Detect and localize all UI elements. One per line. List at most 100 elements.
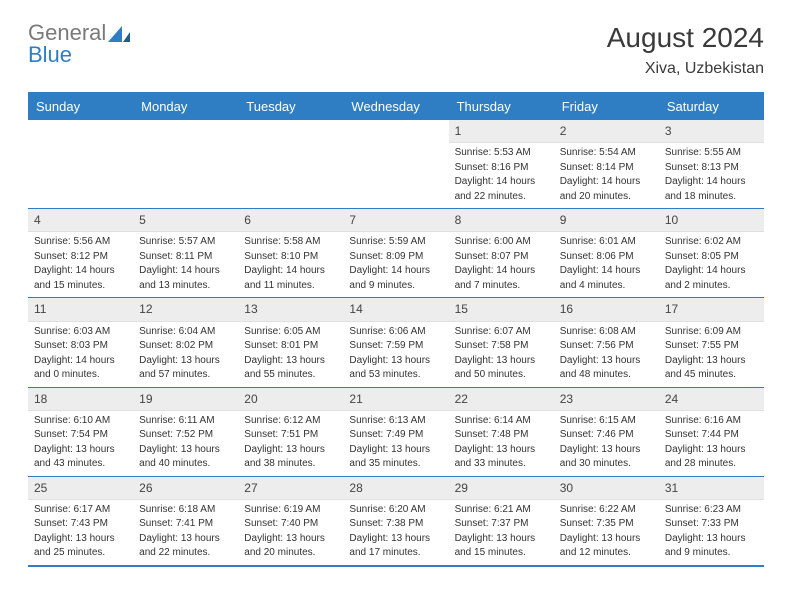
- day-info: Sunrise: 6:22 AMSunset: 7:35 PMDaylight:…: [554, 500, 659, 565]
- day-cell: 19Sunrise: 6:11 AMSunset: 7:52 PMDayligh…: [133, 388, 238, 476]
- daylight2-text: and 22 minutes.: [455, 190, 548, 204]
- day-info: Sunrise: 6:16 AMSunset: 7:44 PMDaylight:…: [659, 411, 764, 476]
- day-cell: 30Sunrise: 6:22 AMSunset: 7:35 PMDayligh…: [554, 477, 659, 565]
- day-number: 10: [659, 209, 764, 232]
- day-number: 14: [343, 298, 448, 321]
- day-number: 16: [554, 298, 659, 321]
- daylight2-text: and 4 minutes.: [560, 279, 653, 293]
- day-number: 27: [238, 477, 343, 500]
- sunset-text: Sunset: 7:59 PM: [349, 339, 442, 353]
- weekday-header: Saturday: [659, 94, 764, 120]
- day-number: 13: [238, 298, 343, 321]
- day-number: 3: [659, 120, 764, 143]
- daylight1-text: Daylight: 13 hours: [244, 443, 337, 457]
- sunset-text: Sunset: 7:43 PM: [34, 517, 127, 531]
- day-info: Sunrise: 6:18 AMSunset: 7:41 PMDaylight:…: [133, 500, 238, 565]
- day-cell: 27Sunrise: 6:19 AMSunset: 7:40 PMDayligh…: [238, 477, 343, 565]
- sunrise-text: Sunrise: 6:00 AM: [455, 235, 548, 249]
- daylight2-text: and 48 minutes.: [560, 368, 653, 382]
- day-info: Sunrise: 6:06 AMSunset: 7:59 PMDaylight:…: [343, 322, 448, 387]
- daylight2-text: and 9 minutes.: [349, 279, 442, 293]
- sunset-text: Sunset: 7:44 PM: [665, 428, 758, 442]
- daylight1-text: Daylight: 13 hours: [139, 443, 232, 457]
- daylight1-text: Daylight: 14 hours: [34, 354, 127, 368]
- sunset-text: Sunset: 7:55 PM: [665, 339, 758, 353]
- day-cell: 15Sunrise: 6:07 AMSunset: 7:58 PMDayligh…: [449, 298, 554, 386]
- sunrise-text: Sunrise: 6:10 AM: [34, 414, 127, 428]
- day-number: 17: [659, 298, 764, 321]
- day-info: Sunrise: 6:10 AMSunset: 7:54 PMDaylight:…: [28, 411, 133, 476]
- sunrise-text: Sunrise: 6:16 AM: [665, 414, 758, 428]
- sunset-text: Sunset: 8:10 PM: [244, 250, 337, 264]
- day-info: Sunrise: 6:21 AMSunset: 7:37 PMDaylight:…: [449, 500, 554, 565]
- sunset-text: Sunset: 7:54 PM: [34, 428, 127, 442]
- location-subtitle: Xiva, Uzbekistan: [607, 60, 764, 78]
- day-cell: 14Sunrise: 6:06 AMSunset: 7:59 PMDayligh…: [343, 298, 448, 386]
- daylight2-text: and 13 minutes.: [139, 279, 232, 293]
- sunrise-text: Sunrise: 6:05 AM: [244, 325, 337, 339]
- sunset-text: Sunset: 7:52 PM: [139, 428, 232, 442]
- day-info: Sunrise: 6:02 AMSunset: 8:05 PMDaylight:…: [659, 232, 764, 297]
- daylight1-text: Daylight: 14 hours: [244, 264, 337, 278]
- daylight1-text: Daylight: 13 hours: [34, 443, 127, 457]
- day-cell: 21Sunrise: 6:13 AMSunset: 7:49 PMDayligh…: [343, 388, 448, 476]
- day-cell: 26Sunrise: 6:18 AMSunset: 7:41 PMDayligh…: [133, 477, 238, 565]
- sunset-text: Sunset: 7:48 PM: [455, 428, 548, 442]
- day-cell: [238, 120, 343, 208]
- daylight2-text: and 33 minutes.: [455, 457, 548, 471]
- daylight2-text: and 38 minutes.: [244, 457, 337, 471]
- day-number: 1: [449, 120, 554, 143]
- day-cell: 24Sunrise: 6:16 AMSunset: 7:44 PMDayligh…: [659, 388, 764, 476]
- day-number: 6: [238, 209, 343, 232]
- day-cell: 8Sunrise: 6:00 AMSunset: 8:07 PMDaylight…: [449, 209, 554, 297]
- daylight1-text: Daylight: 14 hours: [665, 175, 758, 189]
- day-cell: 29Sunrise: 6:21 AMSunset: 7:37 PMDayligh…: [449, 477, 554, 565]
- day-cell: 23Sunrise: 6:15 AMSunset: 7:46 PMDayligh…: [554, 388, 659, 476]
- sunrise-text: Sunrise: 6:23 AM: [665, 503, 758, 517]
- day-info: Sunrise: 5:55 AMSunset: 8:13 PMDaylight:…: [659, 143, 764, 208]
- daylight2-text: and 57 minutes.: [139, 368, 232, 382]
- daylight2-text: and 43 minutes.: [34, 457, 127, 471]
- sunset-text: Sunset: 7:37 PM: [455, 517, 548, 531]
- sunset-text: Sunset: 8:01 PM: [244, 339, 337, 353]
- day-info: Sunrise: 6:01 AMSunset: 8:06 PMDaylight:…: [554, 232, 659, 297]
- daylight1-text: Daylight: 13 hours: [349, 354, 442, 368]
- sunrise-text: Sunrise: 6:02 AM: [665, 235, 758, 249]
- day-number: 7: [343, 209, 448, 232]
- calendar-page: General Blue August 2024 Xiva, Uzbekista…: [0, 0, 792, 585]
- day-cell: 31Sunrise: 6:23 AMSunset: 7:33 PMDayligh…: [659, 477, 764, 565]
- sunset-text: Sunset: 8:13 PM: [665, 161, 758, 175]
- sunrise-text: Sunrise: 6:13 AM: [349, 414, 442, 428]
- day-info: Sunrise: 5:53 AMSunset: 8:16 PMDaylight:…: [449, 143, 554, 208]
- day-info: Sunrise: 6:15 AMSunset: 7:46 PMDaylight:…: [554, 411, 659, 476]
- day-cell: 2Sunrise: 5:54 AMSunset: 8:14 PMDaylight…: [554, 120, 659, 208]
- sunrise-text: Sunrise: 6:15 AM: [560, 414, 653, 428]
- daylight2-text: and 45 minutes.: [665, 368, 758, 382]
- day-number: [238, 120, 343, 142]
- sunrise-text: Sunrise: 6:11 AM: [139, 414, 232, 428]
- sunrise-text: Sunrise: 5:56 AM: [34, 235, 127, 249]
- day-cell: 25Sunrise: 6:17 AMSunset: 7:43 PMDayligh…: [28, 477, 133, 565]
- day-number: [28, 120, 133, 142]
- daylight1-text: Daylight: 14 hours: [139, 264, 232, 278]
- day-cell: 12Sunrise: 6:04 AMSunset: 8:02 PMDayligh…: [133, 298, 238, 386]
- sunset-text: Sunset: 8:05 PM: [665, 250, 758, 264]
- sunset-text: Sunset: 8:16 PM: [455, 161, 548, 175]
- day-info: Sunrise: 6:00 AMSunset: 8:07 PMDaylight:…: [449, 232, 554, 297]
- sunset-text: Sunset: 7:58 PM: [455, 339, 548, 353]
- day-number: [133, 120, 238, 142]
- weekday-header: Monday: [133, 94, 238, 120]
- day-info: Sunrise: 5:54 AMSunset: 8:14 PMDaylight:…: [554, 143, 659, 208]
- day-info: Sunrise: 6:13 AMSunset: 7:49 PMDaylight:…: [343, 411, 448, 476]
- daylight1-text: Daylight: 13 hours: [139, 354, 232, 368]
- sunrise-text: Sunrise: 6:19 AM: [244, 503, 337, 517]
- sunrise-text: Sunrise: 5:58 AM: [244, 235, 337, 249]
- daylight1-text: Daylight: 13 hours: [455, 532, 548, 546]
- daylight1-text: Daylight: 13 hours: [455, 354, 548, 368]
- sunrise-text: Sunrise: 6:21 AM: [455, 503, 548, 517]
- sunrise-text: Sunrise: 6:06 AM: [349, 325, 442, 339]
- daylight1-text: Daylight: 13 hours: [139, 532, 232, 546]
- sunrise-text: Sunrise: 5:54 AM: [560, 146, 653, 160]
- day-cell: 5Sunrise: 5:57 AMSunset: 8:11 PMDaylight…: [133, 209, 238, 297]
- sunrise-text: Sunrise: 5:57 AM: [139, 235, 232, 249]
